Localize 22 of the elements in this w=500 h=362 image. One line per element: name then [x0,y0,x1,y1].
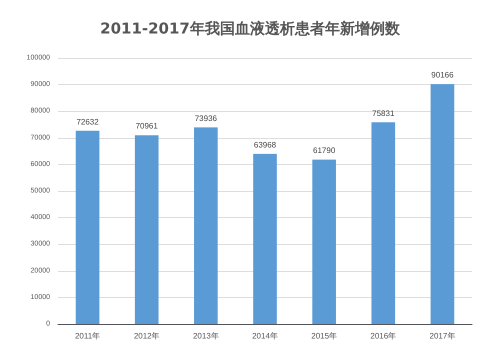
bar [194,127,218,324]
x-tick-label: 2016年 [370,332,396,340]
bar [253,154,277,324]
x-tick-label: 2013年 [192,332,219,340]
bar [371,122,396,324]
data-label: 73936 [194,114,218,123]
chart-title: 2011-2017年我国血液透析患者年新增例数 [100,20,401,38]
data-label: 70961 [136,122,158,131]
x-tick-label: 2012年 [134,332,160,340]
bar [76,130,100,324]
x-tick-label: 2011年 [74,332,100,340]
data-label: 90166 [431,70,454,80]
bar [134,135,159,324]
x-tick-label: 2015年 [311,332,338,340]
bar [430,84,454,324]
bar [312,160,336,324]
data-label: 75831 [372,108,395,118]
x-tick-label: 2014年 [252,332,278,340]
data-label: 63968 [254,140,277,150]
x-tick-label: 2017年 [430,332,456,340]
data-label: 72632 [76,117,100,126]
data-label: 61790 [313,146,336,156]
